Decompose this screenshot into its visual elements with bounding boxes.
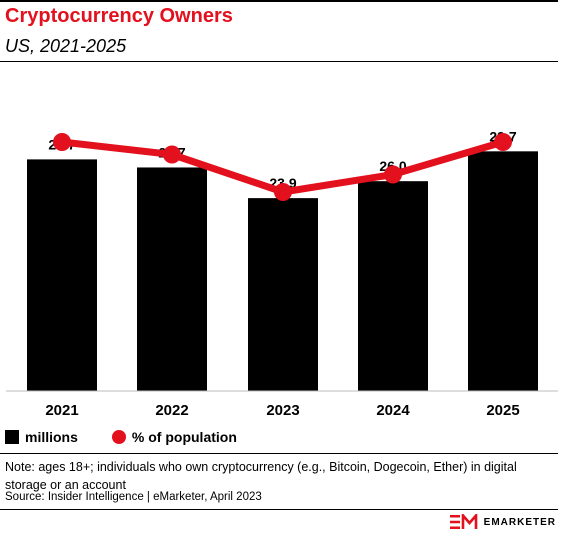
legend-item-millions: millions <box>5 429 78 445</box>
percent-label-2021: 11.0% <box>43 111 82 127</box>
bar-2021 <box>27 159 97 391</box>
x-tick-label-2023: 2023 <box>266 402 299 419</box>
chart-note: Note: ages 18+; individuals who own cryp… <box>5 460 517 492</box>
percent-point-2024 <box>384 165 402 184</box>
footer-rule <box>0 509 558 510</box>
chart-subtitle: US, 2021-2025 <box>5 36 127 56</box>
chart-title: Cryptocurrency Owners <box>5 5 233 27</box>
emarketer-logo-icon <box>449 514 477 529</box>
x-tick-label-2022: 2022 <box>155 402 188 419</box>
percent-label-2024: 9.7% <box>377 144 409 160</box>
top-rule <box>0 0 558 2</box>
brand-name: EMARKETER <box>483 516 556 528</box>
percent-label-2022: 10.5% <box>152 124 192 140</box>
x-tick-label-2024: 2024 <box>376 402 410 419</box>
x-tick-label-2021: 2021 <box>45 402 78 419</box>
percent-point-2021 <box>53 133 71 151</box>
percent-point-2022 <box>163 145 181 164</box>
bar-2023 <box>248 198 318 391</box>
legend-item-percent: % of population <box>111 429 237 445</box>
brand: EMARKETER <box>449 514 556 530</box>
x-tick-label-2025: 2025 <box>486 402 519 419</box>
percent-point-2023 <box>274 183 292 201</box>
bar-2022 <box>137 167 207 391</box>
legend-rule <box>0 453 558 454</box>
percent-point-2025 <box>494 133 512 151</box>
legend-label-millions: millions <box>25 429 78 445</box>
percent-label-2025: 11.0% <box>484 111 523 127</box>
legend-swatch-bar <box>5 430 19 444</box>
bar-2025 <box>468 151 538 391</box>
percent-label-2023: 9.0% <box>267 161 299 177</box>
chart-area: 28.727.723.926.029.711.0%10.5%9.0%9.7%11… <box>6 111 558 419</box>
legend-swatch-line <box>111 430 126 444</box>
chart-source: Source: Insider Intelligence | eMarketer… <box>5 491 262 503</box>
legend: millions % of population <box>5 427 271 447</box>
bar-2024 <box>358 181 428 391</box>
legend-label-percent: % of population <box>131 429 237 445</box>
subtitle-rule <box>0 61 558 62</box>
